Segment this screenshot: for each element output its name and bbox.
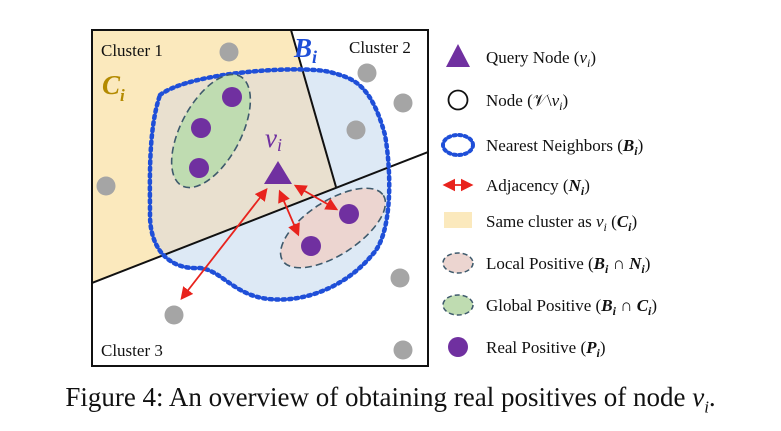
- hollow-circle-icon: [447, 89, 469, 111]
- caption-sub: i: [704, 397, 709, 417]
- caption-period: .: [708, 382, 716, 412]
- gray-node: [164, 305, 184, 325]
- cluster2-label: Cluster 2: [349, 38, 411, 57]
- legend-nearest-label: Nearest Neighbors (Bi): [486, 136, 643, 158]
- gray-node: [219, 42, 239, 62]
- gray-node: [390, 268, 410, 288]
- overview-diagram: Cluster 1 Cluster 2 Cluster 3 Ci Bi vi Q…: [91, 29, 657, 367]
- gray-node: [393, 93, 413, 113]
- gray-node: [346, 120, 366, 140]
- caption-var: v: [692, 382, 705, 412]
- nearest-neighbors-border: [147, 67, 392, 302]
- purple-dot-icon: [448, 337, 468, 357]
- figure-caption: Figure 4: An overview of obtaining real …: [0, 382, 781, 417]
- purple-triangle-icon: [446, 44, 470, 67]
- yellow-rect-icon: [444, 212, 472, 228]
- query-node-triangle: [264, 161, 292, 184]
- caption-text: Figure 4: An overview of obtaining real …: [65, 382, 693, 412]
- cluster-panel: [92, 30, 428, 366]
- cluster1-label: Cluster 1: [101, 41, 163, 60]
- vi-label: vi: [265, 123, 282, 155]
- real-positive-node: [191, 118, 211, 138]
- legend-adjacency-label: Adjacency (Ni): [486, 176, 590, 198]
- real-positive-node: [189, 158, 209, 178]
- cluster3-label: Cluster 3: [101, 341, 163, 360]
- real-positive-node: [339, 204, 359, 224]
- legend-global-label: Global Positive (Bi ∩ Ci): [486, 296, 657, 318]
- bi-label: Bi: [293, 33, 317, 67]
- green-ellipse-icon: [442, 294, 474, 316]
- legend-same-cluster-label: Same cluster as vi (Ci): [486, 212, 637, 234]
- pink-ellipse-icon: [442, 252, 474, 274]
- ci-label: Ci: [102, 70, 125, 105]
- gray-node: [357, 63, 377, 83]
- divider-line-1: [290, 30, 337, 188]
- legend-local-label: Local Positive (Bi ∩ Ni): [486, 254, 650, 276]
- legend-real-label: Real Positive (Pi): [486, 338, 606, 360]
- real-positive-node: [222, 87, 242, 107]
- adjacency-arrow: [293, 184, 339, 211]
- legend-query-label: Query Node (vi): [486, 48, 596, 70]
- adjacency-arrow: [180, 188, 268, 300]
- dotted-ellipse-icon: [441, 133, 475, 157]
- gray-node: [393, 340, 413, 360]
- legend: [441, 44, 475, 357]
- legend-node-label: Node (𝒱\vi): [486, 91, 568, 113]
- gray-node: [96, 176, 116, 196]
- real-positive-node: [301, 236, 321, 256]
- adjacency-arrow: [278, 189, 300, 237]
